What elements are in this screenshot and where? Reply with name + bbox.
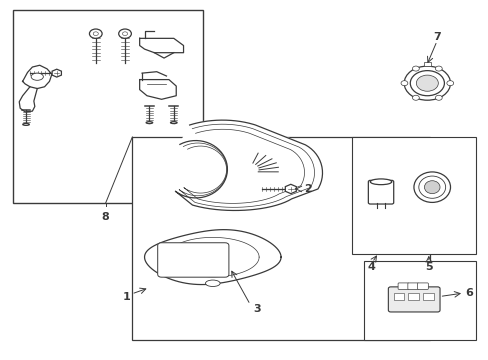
Ellipse shape [413,172,449,202]
Circle shape [446,81,453,86]
Ellipse shape [415,75,437,91]
Bar [407,293,418,300]
Text: 5: 5 [424,262,432,272]
FancyBboxPatch shape [407,283,418,289]
Bar [351,137,475,253]
Text: 6: 6 [464,288,472,298]
FancyBboxPatch shape [397,283,408,289]
FancyBboxPatch shape [367,180,393,204]
Circle shape [119,29,131,39]
Text: 8: 8 [102,212,109,222]
Text: 7: 7 [432,32,440,41]
Polygon shape [140,80,176,99]
Polygon shape [19,87,37,112]
Bar [13,10,203,203]
Ellipse shape [170,122,177,123]
Ellipse shape [31,73,43,80]
Bar [132,137,429,339]
Text: 4: 4 [366,262,374,272]
Circle shape [412,95,418,100]
Ellipse shape [404,66,449,100]
Text: 1: 1 [122,292,130,302]
Bar [423,62,430,66]
Circle shape [93,32,98,36]
FancyBboxPatch shape [417,283,427,289]
Circle shape [434,95,441,100]
Polygon shape [52,69,61,77]
Ellipse shape [418,176,445,198]
Ellipse shape [205,280,220,287]
Polygon shape [285,184,296,194]
Circle shape [122,32,127,36]
Ellipse shape [369,179,391,185]
Polygon shape [144,230,281,284]
Ellipse shape [146,122,152,123]
Ellipse shape [409,71,444,96]
Polygon shape [175,120,322,211]
Circle shape [89,29,102,39]
Bar [393,293,404,300]
Ellipse shape [424,181,439,194]
Bar [363,261,475,339]
Text: 3: 3 [252,304,260,314]
Circle shape [412,66,418,71]
Circle shape [400,81,407,86]
Text: 2: 2 [304,184,311,194]
FancyBboxPatch shape [387,287,439,312]
Ellipse shape [23,123,29,125]
FancyBboxPatch shape [158,243,228,277]
Circle shape [434,66,441,71]
Bar [422,293,433,300]
Polygon shape [22,65,52,89]
